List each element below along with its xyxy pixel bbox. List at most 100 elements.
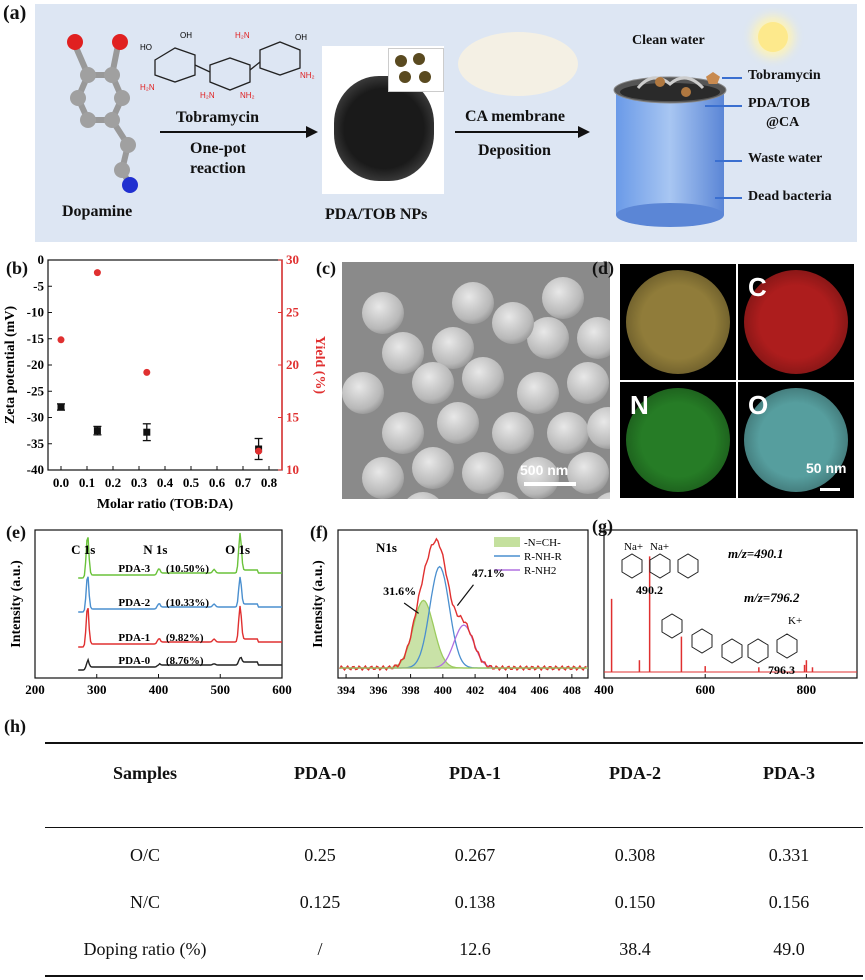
peak-label: O 1s [225, 542, 250, 557]
sun-icon [758, 22, 788, 52]
x-tick-label: 0.4 [157, 475, 174, 490]
plot-frame [337, 529, 589, 679]
xps-spectrum-line [78, 605, 282, 648]
svg-text:OH: OH [295, 33, 307, 42]
legend-arrow [705, 105, 742, 107]
y2-tick-label: 20 [286, 357, 299, 372]
zeta-point [57, 403, 65, 411]
nanoparticle [482, 492, 524, 499]
x-tick-label: 0.2 [105, 475, 121, 490]
eds-particle-map [626, 270, 730, 374]
ring-icon [649, 553, 671, 579]
nanoparticle [412, 447, 454, 489]
y-tick-label: -30 [27, 410, 44, 425]
nanoparticle [462, 452, 504, 494]
annotation-arrow [403, 602, 419, 614]
table-header-cell: PDA-1 [449, 763, 501, 783]
table-header-cell: PDA-0 [294, 763, 346, 783]
n1s-chart: 394 396 398 400 402 404 406 408 Binding energy (… [311, 529, 589, 700]
xps-spectrum-line [78, 656, 282, 671]
eds-tile: N [620, 382, 736, 498]
panel-label-g: (g) [592, 516, 613, 536]
yield-point [93, 269, 101, 277]
y2-tick-label: 30 [286, 252, 299, 267]
mz-label: m/z=490.1 [728, 546, 783, 561]
tobramycin-arrow-label: Tobramycin [176, 109, 259, 126]
eds-particle-map [744, 270, 848, 374]
zeta-point [93, 427, 101, 435]
table-header-cell: Samples [112, 763, 177, 783]
legend-waste-water: Waste water [748, 151, 823, 166]
dopamine-model [67, 34, 138, 193]
mz-label: m/z=796.2 [744, 590, 800, 605]
panel-label-f: (f) [310, 522, 328, 542]
y-tick-label: -25 [27, 383, 45, 398]
nanoparticle [517, 457, 559, 499]
table-cell: 0.267 [454, 845, 496, 865]
table-cell: 12.6 [459, 939, 491, 959]
table-cell: O/C [129, 845, 160, 865]
nanoparticle [492, 412, 534, 454]
x-tick-label: 0.1 [79, 475, 95, 490]
component-line [339, 565, 587, 669]
table-cell: 38.4 [619, 939, 651, 959]
nanoparticle [452, 282, 494, 324]
eds-tile: O [738, 382, 854, 498]
x-tick-label: 200 [25, 682, 45, 697]
eds-particle-map [626, 388, 730, 492]
x-tick-label: 0.0 [53, 475, 69, 490]
series-annotation: (9.82%) [166, 632, 204, 644]
x-tick-label: 402 [466, 683, 484, 697]
component-line [339, 599, 587, 669]
yield-point [143, 368, 151, 376]
table-cell: 0.25 [304, 845, 336, 865]
x-tick-label: 398 [402, 683, 420, 697]
zeta-point [143, 428, 151, 436]
reaction-arrow [160, 131, 310, 133]
nanoparticle [577, 317, 610, 359]
legend-dead-bacteria: Dead bacteria [748, 189, 832, 204]
sem-scale-bar [524, 482, 576, 486]
svg-text:H₂N: H₂N [140, 83, 155, 92]
series-label: PDA-0 [118, 655, 150, 667]
peak-value-label: 490.2 [636, 583, 663, 597]
svg-text:H₂N: H₂N [235, 31, 250, 40]
legend-label: R-NH2 [524, 565, 556, 577]
svg-text:H₂N: H₂N [200, 91, 215, 100]
ring-icon [661, 613, 683, 639]
y-tick-label: -10 [27, 305, 44, 320]
x-axis-label: Binding energy (eV) [403, 699, 524, 700]
legend-at-ca: @CA [766, 115, 800, 130]
svg-text:OH: OH [180, 31, 192, 40]
nanoparticle [492, 302, 534, 344]
nanoparticle [592, 492, 610, 499]
x-tick-label: 406 [531, 683, 549, 697]
yield-point [255, 447, 263, 455]
eds-maps: C N O 50 nm [620, 264, 856, 498]
ring-icon [747, 638, 769, 664]
nanoparticle [567, 362, 609, 404]
y-tick-label: 0 [38, 252, 45, 267]
sem-scale-label: 500 nm [520, 462, 569, 478]
eds-scale-label: 50 nm [806, 460, 847, 476]
svg-text:NH₂: NH₂ [240, 91, 255, 100]
x-tick-label: 394 [337, 683, 355, 697]
table-cell: 0.150 [614, 892, 656, 912]
nanoparticle [437, 402, 479, 444]
x-tick-label: 0.6 [209, 475, 226, 490]
one-pot-label: One-pot [190, 140, 246, 157]
eds-scale-bar [820, 488, 840, 491]
peak-label: C 1s [71, 542, 95, 557]
ca-membrane-label: CA membrane [465, 108, 565, 125]
series-label: PDA-2 [118, 597, 150, 609]
legend-arrow [715, 160, 742, 162]
nanoparticle [362, 457, 404, 499]
nanoparticle [542, 277, 584, 319]
panel-label-d: (d) [592, 258, 614, 278]
peak-value-label: 796.3 [768, 663, 795, 677]
xps-spectrum-line [78, 576, 282, 613]
x-tick-label: 0.5 [183, 475, 200, 490]
nanoparticle [412, 362, 454, 404]
y-axis-label: Zeta potential (mV) [3, 306, 18, 425]
legend-pda-tob: PDA/TOB [748, 96, 810, 111]
